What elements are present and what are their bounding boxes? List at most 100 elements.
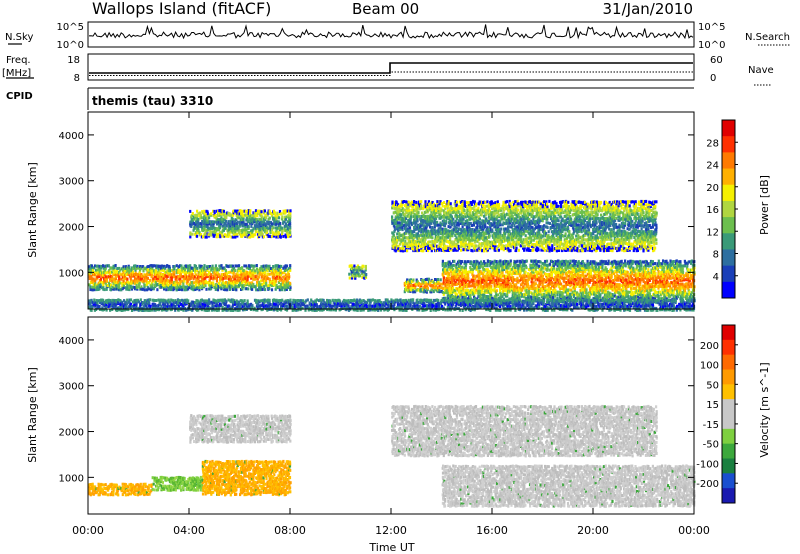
- echo-cell: [254, 228, 257, 232]
- echo-cell: [130, 287, 134, 291]
- echo-cell: [434, 285, 437, 289]
- echo-cell: [163, 272, 166, 276]
- echo-cell: [92, 283, 95, 286]
- echo-cell: [416, 240, 420, 244]
- echo-cell: [198, 286, 201, 290]
- echo-cell: [204, 216, 207, 220]
- echo-cell: [400, 204, 403, 208]
- echo-cell: [138, 272, 141, 276]
- echo-cell: [405, 285, 408, 289]
- echo-cell: [208, 270, 211, 274]
- cpid-label: CPID: [6, 91, 33, 102]
- echo-cell: [203, 273, 206, 277]
- echo-cell: [357, 266, 360, 269]
- echo-cell: [102, 283, 105, 287]
- echo-cell: [423, 239, 426, 243]
- echo-cell: [274, 211, 277, 215]
- echo-cell: [192, 285, 195, 289]
- echo-cell: [606, 237, 609, 241]
- echo-cell: [248, 216, 251, 220]
- echo-cell: [221, 266, 224, 270]
- echo-cell: [272, 209, 276, 213]
- echo-cell: [134, 287, 137, 291]
- echo-cell: [236, 275, 239, 279]
- echo-cell: [219, 283, 222, 287]
- echo-cell: [408, 208, 411, 212]
- echo-cell: [505, 219, 508, 222]
- echo-cell: [268, 277, 271, 281]
- echo-cell: [262, 281, 265, 285]
- echo-cell: [168, 266, 171, 270]
- cpid-value: themis (tau) 3310: [92, 94, 213, 108]
- echo-cell: [199, 233, 203, 237]
- echo-cell: [196, 228, 199, 232]
- echo-cell: [349, 264, 352, 268]
- echo-cell: [252, 211, 255, 215]
- nsearch-tick-bottom: 10^0: [698, 40, 725, 51]
- echo-cell: [160, 277, 163, 281]
- echo-cell: [261, 283, 264, 287]
- echo-cell: [135, 277, 138, 281]
- echo-cell: [398, 216, 401, 220]
- echo-cell: [289, 221, 292, 225]
- echo-cell: [240, 283, 244, 287]
- echo-cell: [112, 281, 115, 285]
- echo-cell: [257, 230, 260, 234]
- echo-cell: [253, 233, 257, 237]
- echo-cell: [252, 213, 255, 217]
- echo-cell: [151, 285, 154, 289]
- echo-cell: [407, 236, 410, 239]
- echo-cell: [289, 264, 292, 268]
- echo-cell: [206, 216, 209, 220]
- echo-cell: [199, 213, 203, 217]
- echo-cell: [228, 281, 231, 285]
- echo-cell: [177, 267, 180, 271]
- echo-cell: [408, 278, 411, 282]
- echo-cell: [436, 214, 439, 218]
- echo-cell: [228, 224, 231, 228]
- echo-cell: [419, 288, 423, 292]
- echo-cell: [163, 279, 166, 283]
- echo-cell: [114, 275, 117, 279]
- echo-cell: [245, 281, 248, 285]
- echo-cell: [162, 269, 166, 273]
- echo-cell: [232, 272, 235, 276]
- echo-cell: [405, 231, 408, 235]
- station-title: Wallops Island (fitACF): [92, 0, 271, 18]
- echo-cell: [156, 288, 159, 292]
- echo-cell: [436, 220, 439, 224]
- echo-cell: [238, 230, 241, 234]
- echo-cell: [397, 213, 400, 217]
- echo-cell: [240, 220, 244, 224]
- echo-cell: [93, 272, 97, 276]
- echo-cell: [138, 281, 141, 285]
- echo-cell: [245, 216, 248, 220]
- echo-cell: [285, 285, 288, 289]
- nsky-strip-frame: [87, 21, 695, 48]
- echo-cell: [212, 284, 215, 288]
- echo-cell: [402, 247, 405, 251]
- echo-cell: [198, 233, 201, 237]
- echo-cell: [528, 217, 531, 221]
- echo-cell: [229, 213, 232, 217]
- echo-cell: [288, 275, 291, 279]
- echo-cell: [194, 266, 198, 270]
- echo-cell: [545, 232, 548, 235]
- echo-cell: [277, 232, 280, 236]
- echo-cell: [269, 281, 272, 284]
- echo-cell: [90, 275, 93, 278]
- echo-cell: [416, 232, 420, 236]
- echo-cell: [224, 285, 227, 289]
- echo-cell: [274, 276, 277, 280]
- echo-cell: [175, 271, 178, 275]
- echo-cell: [266, 211, 269, 215]
- echo-cell: [125, 286, 128, 290]
- echo-cell: [402, 242, 405, 246]
- echo-cell: [409, 278, 412, 282]
- echo-cell: [221, 217, 224, 221]
- echo-cell: [146, 273, 150, 277]
- echo-cell: [196, 209, 199, 213]
- echo-cell: [263, 273, 266, 277]
- echo-cell: [195, 214, 199, 218]
- echo-cell: [413, 244, 416, 248]
